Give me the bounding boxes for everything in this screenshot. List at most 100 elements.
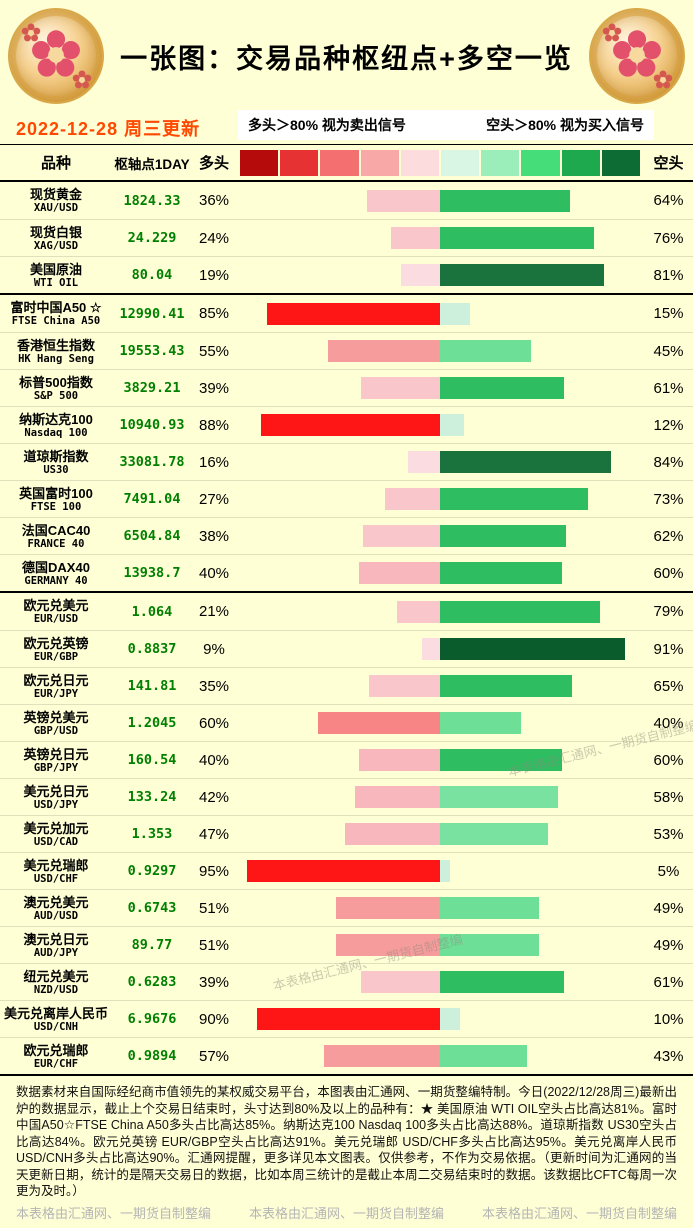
instrument-code: XAU/USD xyxy=(33,202,79,214)
instrument-cell: 法国CAC40 FRANCE 40 xyxy=(0,523,112,550)
short-bar-segment xyxy=(440,488,589,510)
table-row: 欧元兑英镑 EUR/GBP 0.8837 9% 91% xyxy=(0,630,693,667)
instrument-cell: 道琼斯指数 US30 xyxy=(0,449,112,476)
long-bar-segment xyxy=(267,302,440,325)
pivot-value: 0.6743 xyxy=(127,900,177,916)
instrument-code: HK Hang Seng xyxy=(18,352,94,365)
long-percent: 57% xyxy=(198,1047,230,1065)
long-bar-segment xyxy=(354,786,440,808)
long-bar-segment xyxy=(336,897,440,919)
instrument-name: 纽元兑美元 xyxy=(23,968,89,984)
instrument-name: 欧元兑英镑 xyxy=(23,635,89,651)
sentiment-bar xyxy=(236,257,644,294)
long-bar-segment xyxy=(247,860,440,882)
instrument-code: Nasdaq 100 xyxy=(24,426,88,439)
update-date: 2022-12-28 周三更新 xyxy=(16,119,201,139)
table-row: 标普500指数 S&P 500 3829.21 39% 61% xyxy=(0,369,693,406)
instrument-cell: 英镑兑日元 GBP/JPY xyxy=(0,747,112,774)
sentiment-bar xyxy=(236,182,644,219)
short-bar-segment xyxy=(440,749,562,771)
short-percent: 12% xyxy=(653,416,684,434)
color-scale xyxy=(236,149,644,176)
pivot-value: 24.229 xyxy=(127,230,177,246)
table-row: 现货黄金 XAU/USD 1824.33 36% 64% xyxy=(0,182,693,219)
pivot-value: 133.24 xyxy=(127,789,177,805)
long-percent: 95% xyxy=(198,862,230,880)
sentiment-bar xyxy=(236,370,644,407)
scale-color-cell xyxy=(561,149,600,176)
long-percent: 36% xyxy=(198,192,230,209)
brand-coin-flower-icon xyxy=(8,8,104,104)
pivot-value: 141.81 xyxy=(127,678,177,694)
short-bar-segment xyxy=(440,860,451,882)
instrument-code: S&P 500 xyxy=(33,389,79,402)
col-header-pivot: 枢轴点1DAY xyxy=(114,156,190,172)
long-bar-segment xyxy=(336,934,440,956)
watermark-text: 本表格由汇通网、一期货自制整编 xyxy=(481,1206,677,1221)
table-row: 美元兑瑞郎 USD/CHF 0.9297 95% 5% xyxy=(0,852,693,889)
instrument-cell: 香港恒生指数 HK Hang Seng xyxy=(0,338,112,365)
short-percent: 10% xyxy=(653,1010,684,1028)
instrument-cell: 现货黄金 XAU/USD xyxy=(0,187,112,214)
scale-color-cell xyxy=(481,149,520,176)
instrument-code: GBP/JPY xyxy=(33,761,79,774)
flower-icon xyxy=(72,70,92,89)
long-percent: 55% xyxy=(198,342,230,360)
sentiment-bar xyxy=(236,555,644,592)
group-indices: 富时中国A50 ☆ FTSE China A50 12990.41 85% 15% 香港恒… xyxy=(0,295,693,593)
instrument-code: GBP/USD xyxy=(33,724,79,737)
sentiment-bar xyxy=(236,705,644,742)
instrument-name: 澳元兑日元 xyxy=(23,931,89,947)
short-percent: 43% xyxy=(653,1047,684,1065)
instrument-cell: 英国富时100 FTSE 100 xyxy=(0,486,112,513)
short-percent: 49% xyxy=(653,899,684,917)
short-percent: 76% xyxy=(653,229,684,247)
short-bar-segment xyxy=(440,525,566,547)
sentiment-bar xyxy=(236,631,644,668)
table-row: 香港恒生指数 HK Hang Seng 19553.43 55% 45% xyxy=(0,332,693,369)
short-bar-segment xyxy=(440,712,522,734)
sentiment-bar xyxy=(236,779,644,816)
short-bar-segment xyxy=(440,786,558,808)
long-percent: 35% xyxy=(198,677,230,695)
long-bar-segment xyxy=(397,600,440,623)
table-row: 英镑兑日元 GBP/JPY 160.54 40% 60% xyxy=(0,741,693,778)
instrument-name: 英镑兑日元 xyxy=(23,746,89,762)
short-bar-segment xyxy=(440,1045,528,1067)
instrument-cell: 欧元兑瑞郎 EUR/CHF xyxy=(0,1043,112,1070)
instrument-name: 现货白银 xyxy=(29,224,82,240)
header: 一张图：交易品种枢纽点+多空一览 xyxy=(0,0,693,106)
pivot-value: 160.54 xyxy=(127,752,177,768)
instrument-code: FTSE 100 xyxy=(30,500,82,513)
instrument-cell: 标普500指数 S&P 500 xyxy=(0,375,112,402)
instrument-code: USD/CAD xyxy=(33,835,79,848)
instrument-cell: 美元兑瑞郎 USD/CHF xyxy=(0,858,112,885)
short-percent: 61% xyxy=(653,973,684,991)
long-percent: 24% xyxy=(198,229,230,247)
group-commodities: 现货黄金 XAU/USD 1824.33 36% 64% 现货白银 XAG/USD 24.22… xyxy=(0,182,693,295)
instrument-name: 美元兑加元 xyxy=(23,820,89,836)
scale-color-cell xyxy=(601,149,641,176)
instrument-code: AUD/JPY xyxy=(33,946,79,959)
short-percent: 60% xyxy=(653,564,684,582)
instrument-name: 欧元兑瑞郎 xyxy=(23,1042,89,1058)
instrument-name: 美国原油 xyxy=(29,261,82,277)
sentiment-table: 品种 枢轴点1DAY 多头 空头 现货黄金 XAU/USD 1824.33 36% 64… xyxy=(0,144,693,1076)
pivot-value: 0.8837 xyxy=(127,641,177,657)
footer-watermarks: 本表格由汇通网、一期货自制整编 本表格由汇通网、一期货自制整编 本表格由汇通网、… xyxy=(16,1203,677,1222)
long-bar-segment xyxy=(401,264,440,286)
sentiment-bar xyxy=(236,853,644,890)
short-percent: 58% xyxy=(653,788,684,806)
long-percent: 47% xyxy=(198,825,230,843)
table-row: 美元兑加元 USD/CAD 1.353 47% 53% xyxy=(0,815,693,852)
long-bar-segment xyxy=(324,1045,440,1067)
instrument-cell: 现货白银 XAG/USD xyxy=(0,225,112,252)
pivot-value: 7491.04 xyxy=(123,491,181,507)
pivot-value: 0.6283 xyxy=(127,974,177,990)
instrument-name: 德国DAX40 xyxy=(22,559,90,575)
long-bar-segment xyxy=(318,712,440,734)
pivot-value: 1.353 xyxy=(131,826,173,842)
long-percent: 39% xyxy=(198,379,230,397)
short-percent: 49% xyxy=(653,936,684,954)
sentiment-bar xyxy=(236,593,644,630)
